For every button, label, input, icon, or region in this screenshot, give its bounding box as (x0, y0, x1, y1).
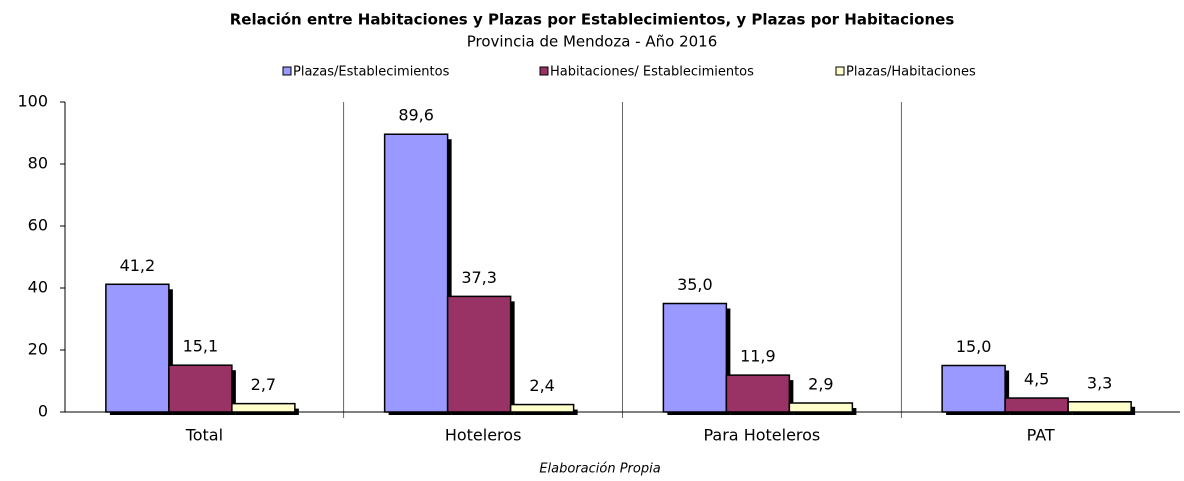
bar (231, 402, 296, 413)
data-label: 2,9 (808, 375, 833, 394)
data-label: 41,2 (120, 256, 156, 275)
legend-swatch (539, 66, 549, 76)
y-tick-label: 100 (17, 92, 48, 111)
bar (725, 374, 791, 413)
y-tick-label: 60 (28, 216, 48, 235)
legend-label: Habitaciones/ Establecimientos (550, 65, 754, 80)
bar (941, 364, 1006, 413)
chart-subtitle: Provincia de Mendoza - Año 2016 (467, 33, 718, 51)
y-tick-label: 20 (28, 340, 48, 359)
data-label: 89,6 (398, 106, 434, 125)
bar (383, 133, 449, 413)
bar (168, 364, 233, 413)
bar (788, 402, 854, 413)
data-label: 11,9 (740, 347, 776, 366)
bar (1067, 401, 1132, 413)
data-label: 2,4 (529, 376, 554, 395)
legend-swatch (282, 66, 292, 76)
y-tick-label: 40 (28, 278, 48, 297)
data-label: 3,3 (1087, 373, 1112, 392)
x-tick-label: Hoteleros (445, 426, 522, 445)
bar (446, 295, 512, 413)
bar (509, 403, 575, 413)
bar (105, 283, 170, 413)
x-tick-label: Para Hoteleros (703, 426, 820, 445)
x-tick-label: PAT (1027, 426, 1055, 445)
legend-label: Plazas/Establecimientos (293, 65, 450, 80)
legend-swatch (835, 66, 845, 76)
chart-title: Relación entre Habitaciones y Plazas por… (230, 11, 955, 29)
data-label: 15,0 (956, 337, 992, 356)
y-tick-label: 80 (28, 154, 48, 173)
bar (1004, 397, 1069, 413)
data-label: 2,7 (251, 375, 276, 394)
data-label: 35,0 (677, 275, 713, 294)
data-label: 4,5 (1024, 370, 1049, 389)
bar (662, 302, 728, 413)
data-label: 15,1 (183, 337, 219, 356)
data-label: 37,3 (461, 268, 497, 287)
x-tick-label: Total (185, 426, 223, 445)
legend-label: Plazas/Habitaciones (846, 65, 976, 80)
y-tick-label: 0 (38, 402, 48, 421)
footnote: Elaboración Propia (539, 462, 660, 477)
